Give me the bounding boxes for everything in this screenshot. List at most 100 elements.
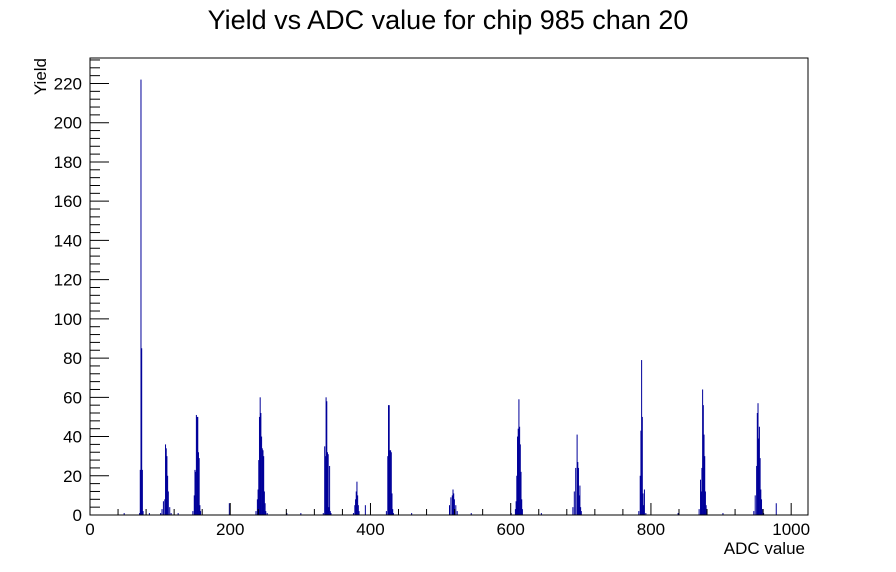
y-tick-label: 80 <box>63 349 82 368</box>
x-tick-label: 800 <box>637 520 665 539</box>
histogram-bin <box>579 485 581 515</box>
histogram-bin <box>392 513 394 515</box>
histogram-bin <box>327 454 329 515</box>
histogram-bin <box>195 471 197 515</box>
histogram-bin <box>580 511 582 515</box>
histogram-bin <box>385 511 387 515</box>
histogram-bin <box>324 456 326 515</box>
x-tick-label: 0 <box>85 520 94 539</box>
histogram-bin <box>703 434 705 515</box>
histogram-bin <box>575 467 577 515</box>
histogram-bin <box>388 405 389 515</box>
histogram-bin <box>470 513 472 515</box>
histogram-bin <box>141 469 143 515</box>
histogram-bin <box>327 452 328 515</box>
histogram-bin <box>698 509 700 515</box>
histogram-bin <box>324 446 326 515</box>
histogram-bin <box>356 481 358 515</box>
histogram-bin <box>763 513 765 515</box>
histogram-bin <box>261 448 263 515</box>
histogram-bin <box>164 499 166 515</box>
histogram-bin <box>453 493 455 515</box>
histogram-bin <box>704 491 706 515</box>
histogram-bin <box>195 414 197 515</box>
histogram-series <box>123 79 777 515</box>
histogram-bin <box>578 495 580 515</box>
histogram-bin <box>330 513 332 515</box>
histogram-bin <box>515 501 517 515</box>
y-tick-label: 20 <box>63 467 82 486</box>
histogram-bin <box>456 511 458 515</box>
histogram-bin <box>519 426 521 515</box>
histogram-bin <box>578 467 580 515</box>
histogram-bin <box>757 403 759 515</box>
histogram-bin <box>761 509 763 515</box>
histogram-bin <box>263 456 265 515</box>
histogram-bin <box>573 491 575 515</box>
histogram-bin <box>354 505 356 515</box>
histogram-bin <box>572 507 574 515</box>
histogram-bin <box>388 405 390 515</box>
histogram-bin <box>364 505 366 515</box>
histogram-bin <box>160 513 162 515</box>
y-tick-label: 0 <box>73 506 82 525</box>
histogram-bin <box>161 509 163 515</box>
histogram-bin <box>170 513 172 515</box>
histogram-bin <box>139 469 141 515</box>
histogram-bin <box>123 513 125 515</box>
histogram-bin <box>577 462 579 515</box>
histogram-bin <box>641 416 643 515</box>
histogram-bin <box>261 436 263 515</box>
histogram-bin <box>519 444 521 515</box>
histogram-bin <box>701 467 703 515</box>
x-axis-label: ADC value <box>724 539 805 558</box>
histogram-bin <box>357 495 359 515</box>
histogram-bin <box>516 475 518 515</box>
histogram-bin <box>162 501 164 515</box>
histogram-bin <box>358 511 360 515</box>
histogram-bin <box>257 489 259 515</box>
histogram-bin <box>196 416 198 515</box>
y-tick-label: 40 <box>63 428 82 447</box>
histogram-bin <box>390 450 392 515</box>
y-axis-label: Yield <box>31 58 50 95</box>
histogram-bin <box>326 401 328 515</box>
histogram-bin <box>722 513 724 515</box>
histogram-bin <box>705 505 707 515</box>
histogram-bin <box>756 413 758 515</box>
histogram-bin <box>167 475 169 515</box>
histogram-bin <box>642 493 644 515</box>
histogram-bin <box>258 460 260 515</box>
histogram-bin <box>169 507 171 515</box>
histogram-bin <box>177 513 179 515</box>
histogram-bin <box>262 450 264 515</box>
histogram-bin <box>760 489 762 515</box>
histogram-bin <box>645 513 647 515</box>
histogram-bin <box>455 505 457 515</box>
histogram-bin <box>200 511 202 515</box>
histogram-bin <box>453 499 455 515</box>
histogram-bin <box>329 465 331 515</box>
histogram-bin <box>165 444 167 515</box>
y-tick-label: 60 <box>63 388 82 407</box>
histogram-bin <box>389 450 391 515</box>
histogram-bin <box>228 503 230 515</box>
histogram-bin <box>702 405 704 515</box>
histogram-bin <box>451 495 453 515</box>
chart-title: Yield vs ADC value for chip 985 chan 20 <box>208 5 689 35</box>
histogram-bin <box>761 499 763 515</box>
histogram-bin <box>300 513 302 515</box>
histogram-bin <box>775 503 777 515</box>
histogram-bin <box>352 513 354 515</box>
histogram-bin <box>756 465 758 515</box>
histogram-bin <box>753 511 755 515</box>
y-tick-label: 200 <box>54 114 82 133</box>
histogram-bin <box>197 452 199 515</box>
histogram-bin <box>141 348 143 515</box>
histogram-bin <box>355 491 357 515</box>
y-tick-label: 120 <box>54 271 82 290</box>
histogram-bin <box>194 469 196 515</box>
histogram-bin <box>325 397 327 515</box>
histogram-bin <box>639 475 641 515</box>
histogram-bin <box>392 509 394 515</box>
